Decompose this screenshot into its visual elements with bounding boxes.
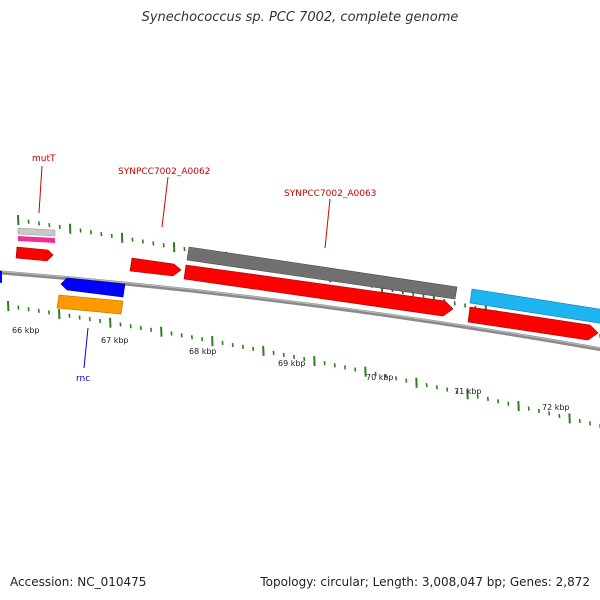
kbp-label: 66 kbp: [12, 326, 40, 335]
label-mutT[interactable]: mutT: [32, 154, 56, 164]
genome-info-text: Topology: circular; Length: 3,008,047 bp…: [260, 575, 590, 589]
kbp-label: 69 kbp: [278, 359, 306, 368]
kbp-label: 67 kbp: [101, 336, 129, 345]
label-synpcc7002-a0063[interactable]: SYNPCC7002_A0063: [284, 189, 376, 199]
kbp-label: 70 kbp: [366, 373, 394, 382]
gene-pink: [18, 236, 55, 243]
label-synpcc7002-a0062[interactable]: SYNPCC7002_A0062: [118, 167, 210, 177]
inner-tick-track: [7, 300, 600, 429]
gene-silver: [17, 227, 56, 237]
mutT-leader: [38, 165, 43, 214]
gene-mutT[interactable]: [15, 246, 54, 262]
gene-gray[interactable]: [186, 246, 458, 300]
genome-backbone-highlight: [0, 270, 600, 349]
gene-synpcc7002-a0063[interactable]: [183, 264, 454, 317]
gene-synpcc7002-a0062[interactable]: [129, 257, 182, 277]
kbp-label: 68 kbp: [189, 347, 217, 356]
gene-red-right[interactable]: [467, 306, 599, 341]
gene-cyan[interactable]: [469, 288, 600, 324]
gene-orange[interactable]: [56, 294, 124, 315]
a0062-leader: [161, 176, 169, 228]
a0063-leader: [324, 198, 331, 249]
rnc-leader: [83, 327, 89, 369]
gene-rnc[interactable]: [60, 277, 126, 298]
gene-red-left-edge: [0, 270, 2, 283]
accession-text: Accession: NC_010475: [10, 575, 147, 589]
kbp-label: 71 kbp: [454, 387, 482, 396]
map-title: Synechococcus sp. PCC 7002, complete gen…: [141, 10, 459, 25]
kbp-label: 72 kbp: [542, 403, 570, 412]
label-rnc[interactable]: rnc: [76, 374, 90, 384]
